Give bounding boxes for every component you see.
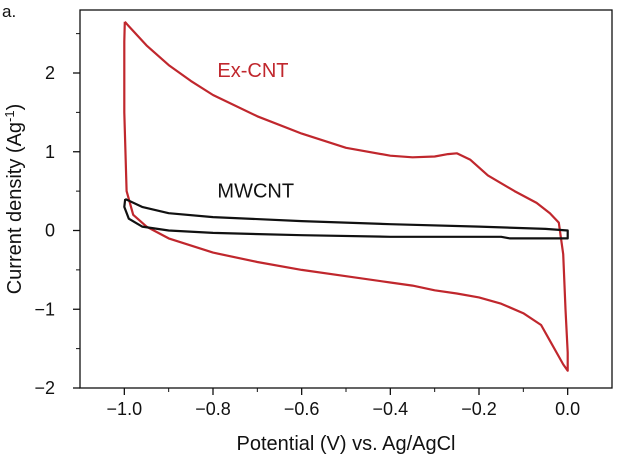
y-axis-title-close: ) (4, 104, 26, 111)
x-tick-label: 0.0 (555, 399, 580, 419)
x-tick-label: −0.6 (284, 399, 320, 419)
series-label-ex-cnt: Ex-CNT (217, 60, 288, 82)
panel-label: a. (2, 2, 16, 21)
x-tick-label: −0.8 (195, 399, 231, 419)
series-line-mwcnt (123, 198, 569, 240)
y-axis-title: Current density (Ag-1) (2, 104, 26, 295)
y-tick-label: −2 (34, 378, 55, 398)
axis-ticks (73, 33, 569, 395)
y-tick-label: 0 (45, 221, 55, 241)
y-axis-title-main: Current density (Ag (4, 122, 26, 294)
y-axis-title-sup: -1 (2, 110, 17, 122)
series-line-ex-cnt (123, 21, 569, 372)
series-label-mwcnt: MWCNT (217, 180, 294, 202)
plot-frame (79, 9, 613, 389)
x-axis-title: Potential (V) vs. Ag/AgCl (237, 433, 456, 455)
series-annotations: Ex-CNT MWCNT (217, 60, 294, 202)
series-layer (123, 21, 569, 372)
y-tick-label: 2 (45, 63, 55, 83)
x-tick-labels: −1.0 −0.8 −0.6 −0.4 −0.2 0.0 (107, 399, 581, 419)
y-tick-label: 1 (45, 142, 55, 162)
x-tick-label: −0.4 (373, 399, 409, 419)
y-tick-labels: −2 −1 0 1 2 (34, 63, 55, 398)
x-tick-label: −1.0 (107, 399, 143, 419)
y-tick-label: −1 (34, 299, 55, 319)
x-tick-label: −0.2 (461, 399, 497, 419)
